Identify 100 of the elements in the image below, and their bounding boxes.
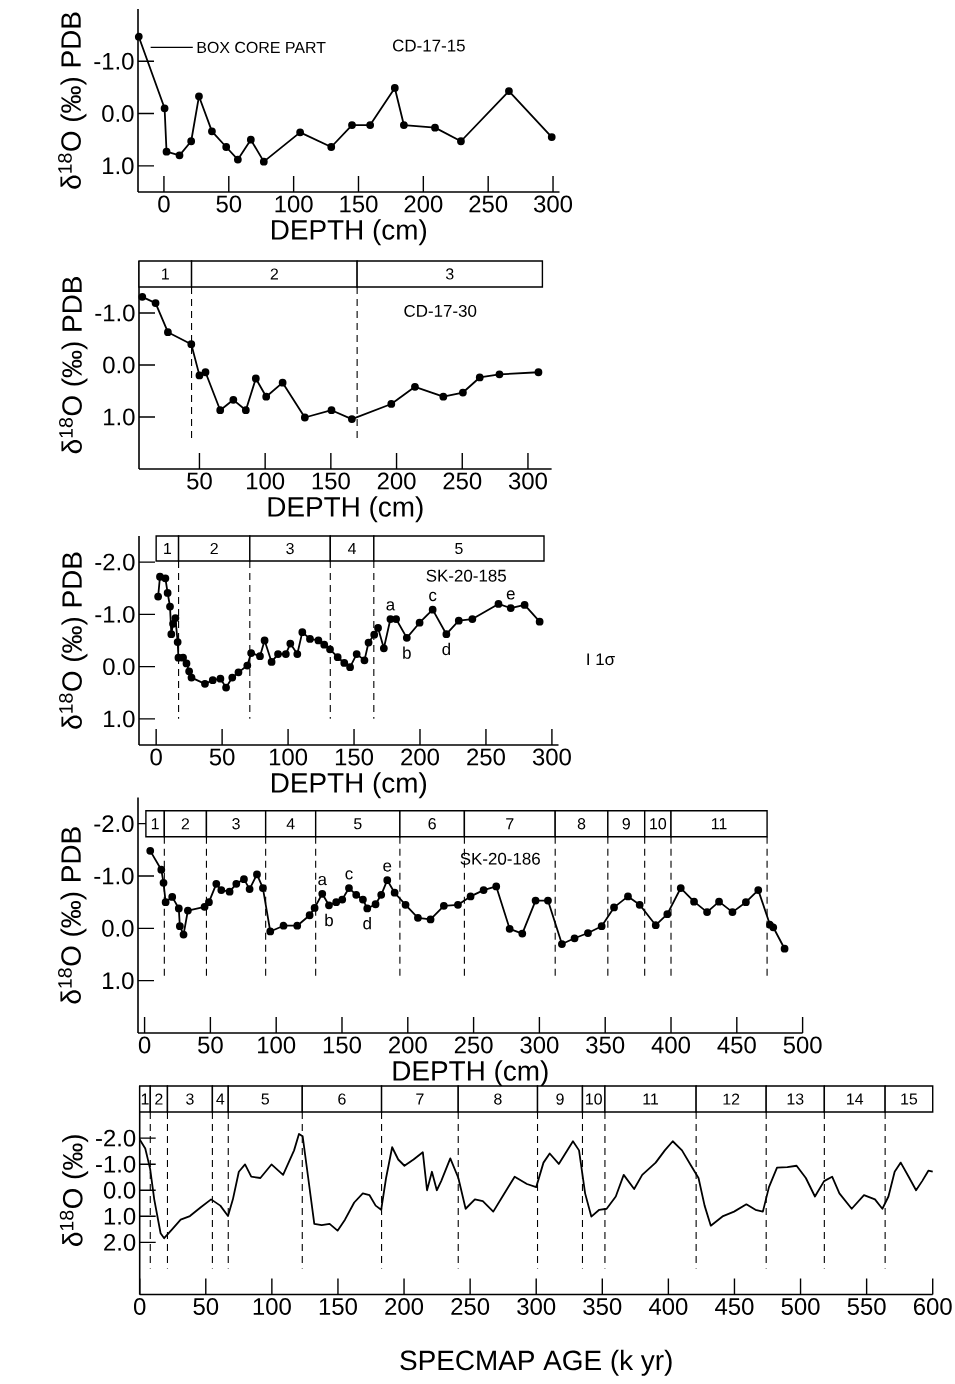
point [151, 299, 160, 307]
point [187, 340, 196, 349]
point [169, 619, 177, 628]
point [327, 406, 336, 415]
x-axis-title: DEPTH (cm) [272, 219, 427, 246]
x-tick-label: 250 [467, 748, 505, 766]
band-label: 3 [286, 542, 294, 555]
point [547, 133, 556, 141]
point [457, 137, 465, 146]
band-label: 9 [622, 818, 630, 830]
point [320, 640, 329, 649]
band-label: 5 [261, 1093, 270, 1105]
point [162, 147, 171, 156]
point [187, 673, 196, 682]
x-tick-label: 150 [335, 748, 374, 766]
point [195, 92, 203, 101]
y-tick-label: -2.0 [96, 1129, 136, 1147]
x-tick-label: 50 [209, 748, 235, 766]
band-label: 6 [338, 1093, 346, 1105]
band-label: 13 [787, 1093, 804, 1105]
x-tick-label: 0 [150, 748, 162, 766]
point [166, 602, 174, 611]
band-label: 2 [155, 1093, 163, 1105]
x-tick-label: 200 [401, 748, 439, 766]
band-label: 1 [141, 1093, 149, 1105]
point [185, 667, 194, 676]
y-tick-label: 1.0 [104, 1207, 136, 1225]
point [392, 615, 401, 623]
x-tick-label: 150 [319, 1298, 357, 1315]
band-label: 2 [181, 818, 190, 830]
point [164, 328, 172, 337]
point [134, 32, 143, 41]
point [298, 628, 307, 637]
point [442, 630, 451, 639]
band-label: 9 [556, 1093, 564, 1105]
band-label: 4 [216, 1093, 225, 1105]
x-axis-title: DEPTH (cm) [393, 1060, 548, 1087]
point [195, 371, 204, 380]
annotation: a [318, 875, 327, 886]
point [411, 382, 419, 391]
point [475, 373, 484, 382]
point [520, 601, 529, 609]
point [340, 659, 349, 667]
x-tick-label: 50 [187, 472, 212, 490]
band-label: 8 [494, 1093, 502, 1105]
annotation: e [383, 862, 392, 872]
x-tick-label: 200 [385, 1298, 424, 1315]
point [366, 121, 375, 129]
point [163, 589, 172, 597]
y-tick-label: -1.0 [94, 867, 134, 885]
annotation: d [363, 916, 371, 930]
point [229, 395, 238, 404]
point [459, 388, 467, 397]
point [138, 292, 147, 301]
point [234, 668, 243, 677]
point [281, 650, 290, 658]
x-tick-label: 250 [454, 1036, 493, 1054]
point [415, 618, 424, 627]
point [296, 128, 305, 137]
point [208, 127, 216, 136]
point [246, 135, 255, 144]
text: I 1σ [587, 653, 615, 666]
point [505, 87, 513, 95]
point [251, 374, 260, 383]
point [233, 155, 242, 164]
band-label: 14 [847, 1093, 864, 1105]
y-axis-title: δ$^{18}$O (‰) PDB [58, 827, 87, 1004]
x-tick-label: 250 [443, 472, 482, 490]
point [346, 663, 354, 672]
point [182, 659, 191, 668]
annotation: d [442, 642, 450, 656]
point [247, 649, 256, 657]
y-tick-label: -1.0 [94, 52, 134, 70]
point [347, 415, 356, 423]
point [260, 636, 269, 645]
point [387, 400, 396, 408]
band-label: 10 [586, 1093, 602, 1105]
point [326, 645, 334, 654]
point [259, 157, 268, 166]
band-label: 11 [711, 818, 727, 830]
band-label: 1 [164, 543, 172, 555]
point [327, 143, 336, 151]
point [468, 615, 477, 623]
y-tick-label: 0.0 [103, 356, 135, 374]
x-tick-label: 100 [269, 748, 308, 766]
x-tick-label: 200 [377, 472, 416, 490]
y-tick-label: 0.0 [102, 105, 134, 123]
x-tick-label: 350 [583, 1298, 622, 1315]
y-axis-title: δ$^{18}$O (‰) PDB [58, 12, 87, 189]
point [201, 368, 210, 377]
point [256, 652, 264, 661]
y-tick-label: 1.0 [104, 710, 135, 728]
y-tick-label: -1.0 [96, 1155, 136, 1173]
x-axis-title: DEPTH (cm) [272, 772, 427, 799]
point [187, 137, 196, 146]
point [535, 617, 544, 626]
y-tick-label: 2.0 [104, 1233, 136, 1251]
point [208, 676, 217, 685]
x-tick-label: 450 [717, 1036, 756, 1054]
band-label: 8 [577, 818, 586, 830]
